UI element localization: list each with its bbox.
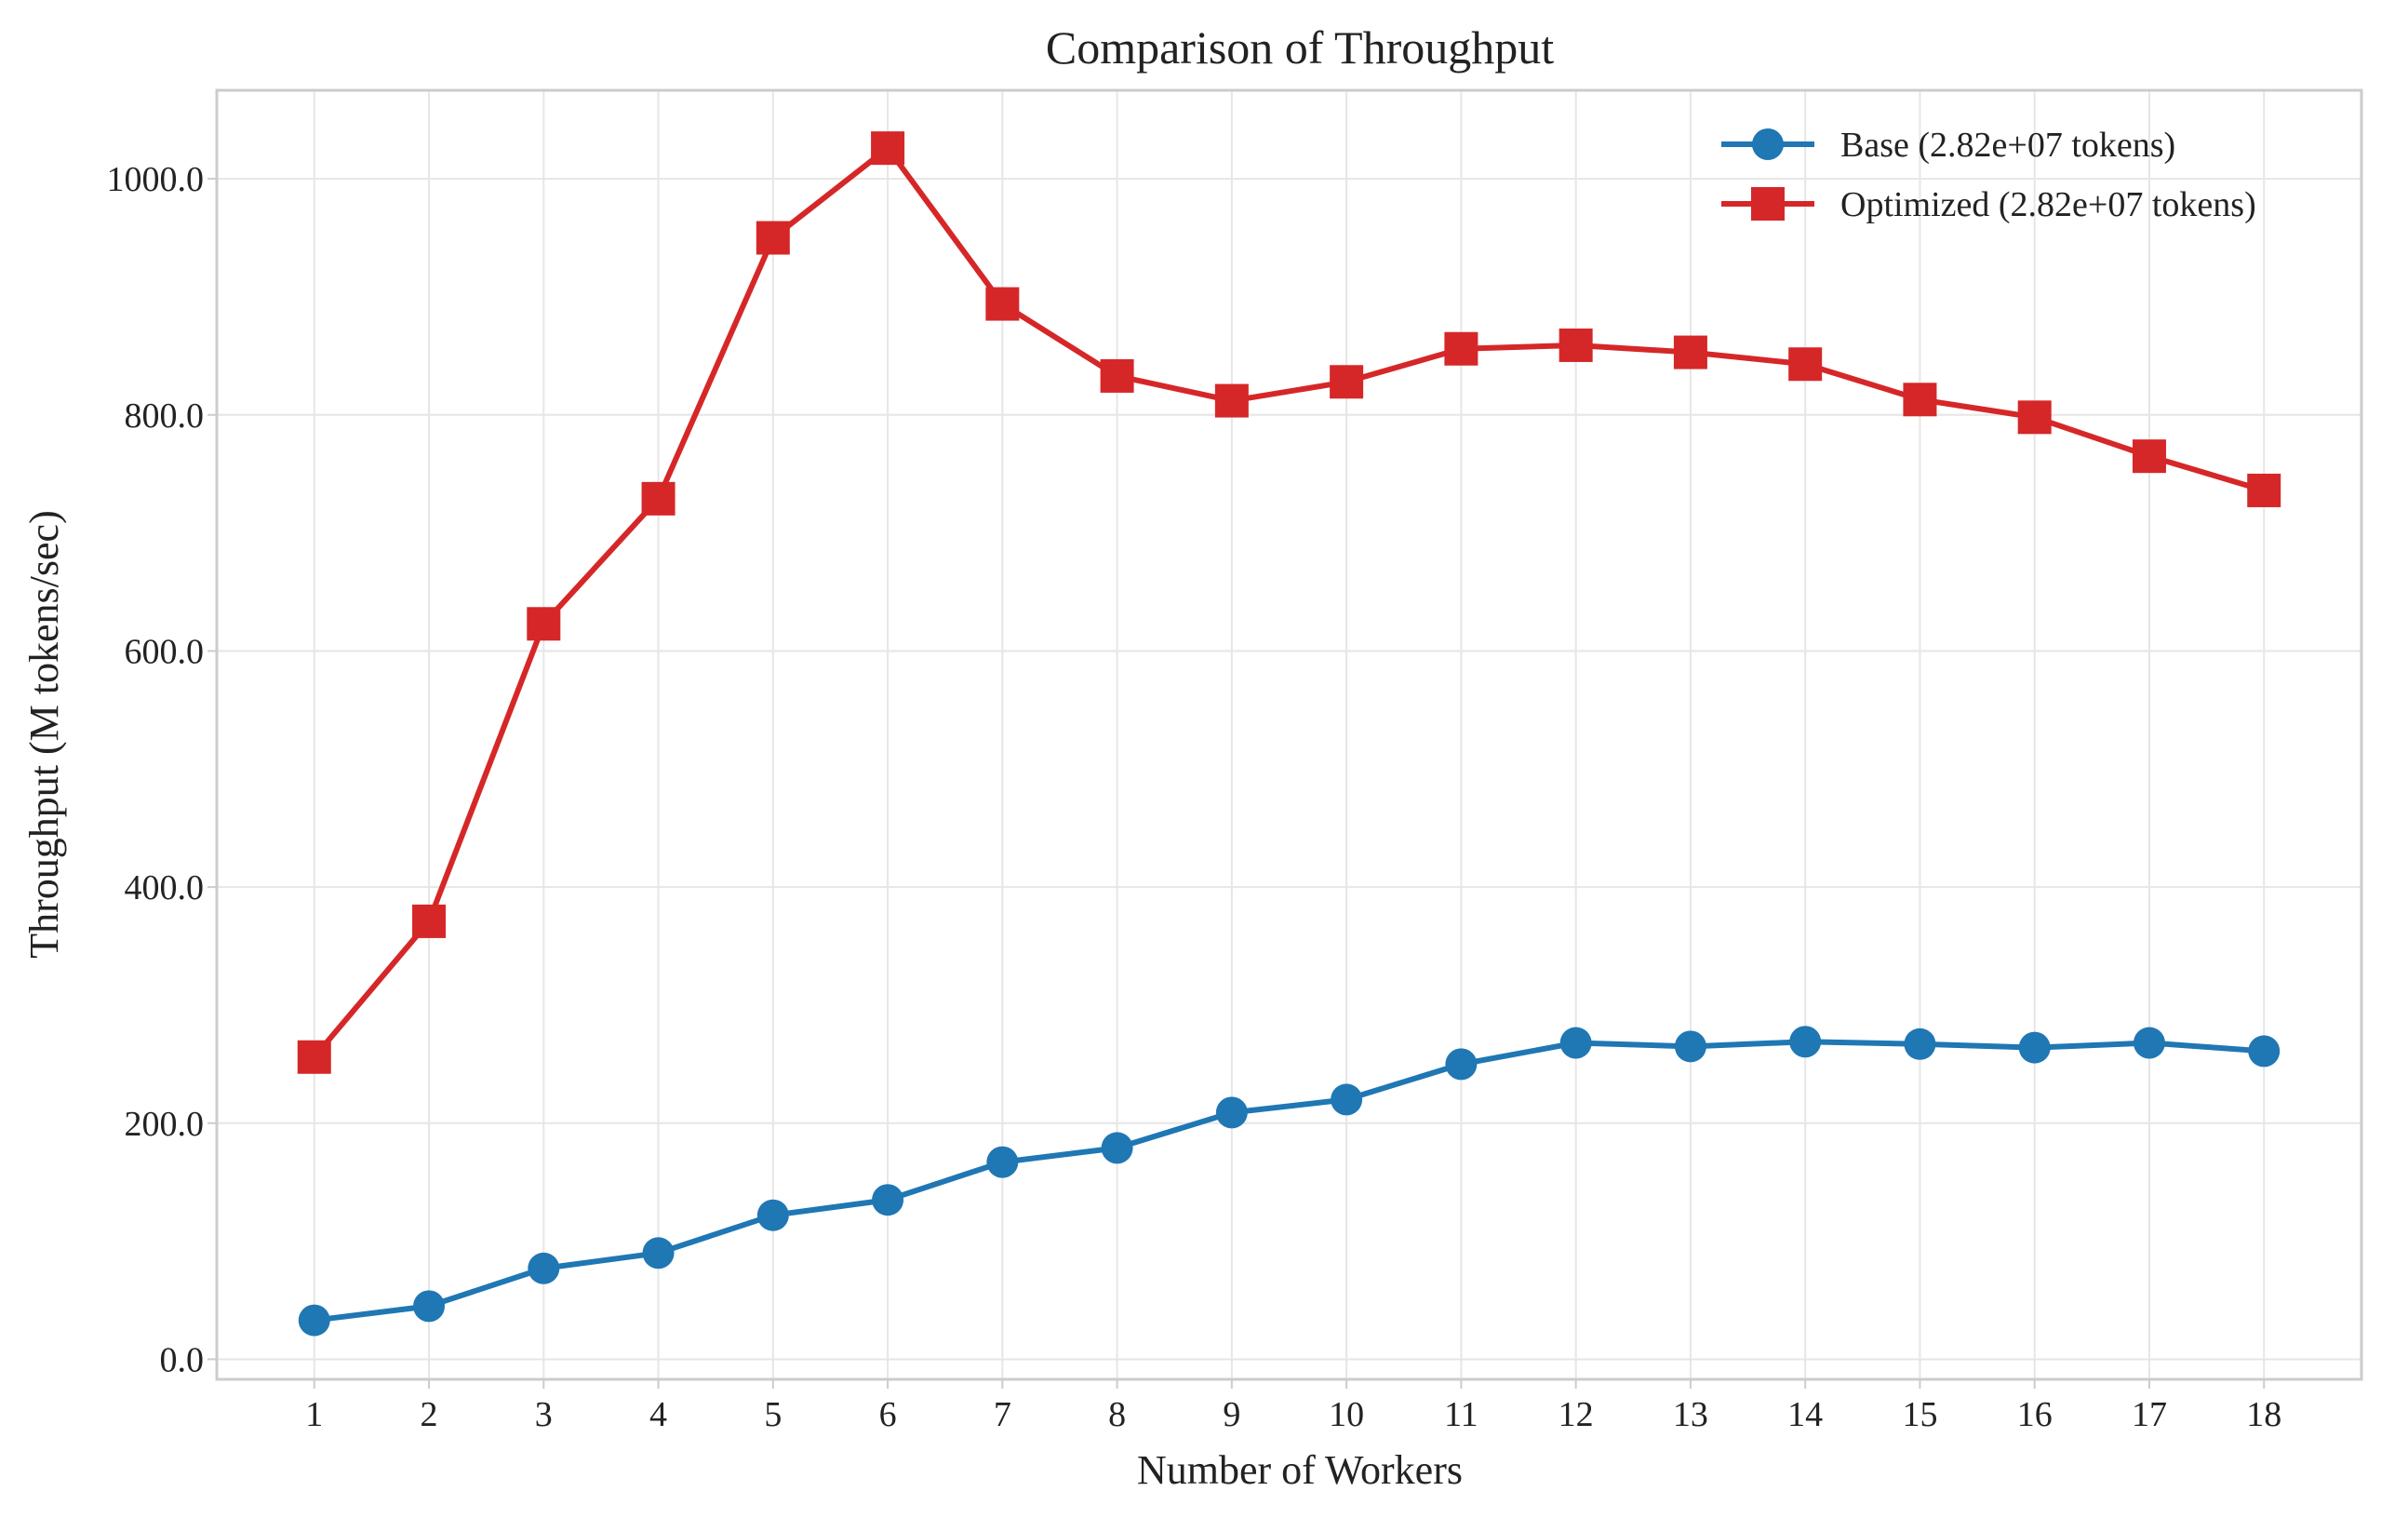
circle-marker [1445, 1048, 1478, 1081]
legend-marker [1752, 128, 1784, 160]
circle-marker [642, 1237, 675, 1269]
series-optimized [297, 131, 2281, 1074]
x-tick-label: 2 [421, 1395, 438, 1434]
circle-marker [1215, 1096, 1248, 1129]
square-marker [1673, 335, 1707, 369]
grid-lines [217, 90, 2361, 1379]
x-tick-label: 14 [1787, 1395, 1823, 1434]
square-marker [1559, 328, 1593, 362]
legend-label: Base (2.82e+07 tokens) [1840, 126, 2175, 165]
circle-marker [756, 1199, 789, 1231]
circle-marker [528, 1252, 560, 1284]
y-tick-label: 800.0 [125, 396, 205, 436]
square-marker [871, 131, 905, 166]
axis-ticks: 1 2 3 4 5 6 7 8 9 10 11 12 13 14 15 16 17 180.0200.0400.0… [107, 160, 2282, 1434]
legend-marker [1751, 187, 1785, 221]
series-line [312, 145, 2266, 1059]
square-marker [297, 1040, 331, 1074]
square-marker [641, 481, 676, 516]
y-axis-label: Throughput (M tokens/sec) [21, 510, 67, 958]
x-tick-label: 11 [1444, 1395, 1478, 1434]
x-tick-label: 10 [1329, 1395, 1364, 1434]
x-tick-label: 12 [1559, 1395, 1594, 1434]
circle-marker [413, 1290, 446, 1323]
y-tick-label: 0.0 [160, 1340, 205, 1379]
circle-marker [872, 1184, 904, 1216]
circle-marker [2018, 1031, 2051, 1064]
x-tick-label: 7 [994, 1395, 1011, 1434]
x-axis-label: Number of Workers [1137, 1447, 1463, 1493]
x-tick-label: 3 [535, 1395, 553, 1434]
circle-marker [1674, 1030, 1706, 1063]
y-tick-label: 1000.0 [107, 160, 205, 199]
square-marker [2132, 439, 2166, 474]
square-marker [1214, 383, 1249, 418]
square-marker [527, 607, 561, 641]
x-tick-label: 8 [1108, 1395, 1126, 1434]
circle-marker [1789, 1026, 1822, 1058]
x-tick-label: 15 [1902, 1395, 1937, 1434]
square-marker [1100, 358, 1134, 393]
circle-marker [1101, 1132, 1133, 1164]
y-tick-label: 200.0 [125, 1105, 205, 1144]
square-marker [985, 287, 1020, 321]
series-base [298, 1026, 2281, 1337]
legend-label: Optimized (2.82e+07 tokens) [1840, 185, 2256, 224]
square-marker [2247, 473, 2281, 507]
legend-item: Base (2.82e+07 tokens) [1721, 126, 2175, 165]
legend-item: Optimized (2.82e+07 tokens) [1721, 185, 2256, 224]
square-marker [412, 904, 447, 938]
square-marker [1444, 331, 1478, 366]
square-marker [1788, 347, 1823, 382]
legend: Base (2.82e+07 tokens) Optimized (2.82e+0… [1721, 126, 2256, 224]
x-tick-label: 6 [879, 1395, 897, 1434]
square-marker [756, 221, 790, 255]
series-line [314, 1039, 2265, 1323]
circle-marker [986, 1146, 1019, 1178]
y-tick-label: 400.0 [125, 868, 205, 907]
x-tick-label: 5 [764, 1395, 782, 1434]
x-tick-label: 1 [305, 1395, 323, 1434]
x-tick-label: 17 [2132, 1395, 2167, 1434]
x-tick-label: 4 [649, 1395, 667, 1434]
x-tick-label: 9 [1223, 1395, 1240, 1434]
circle-marker [298, 1304, 330, 1337]
square-marker [1903, 383, 1937, 417]
x-tick-label: 13 [1673, 1395, 1708, 1434]
circle-marker [1904, 1028, 1936, 1060]
square-marker [1330, 365, 1364, 399]
chart-title: Comparison of Throughput [1046, 21, 1554, 74]
plot-frame [215, 88, 2363, 1381]
x-tick-label: 18 [2246, 1395, 2281, 1434]
circle-marker [2133, 1027, 2165, 1059]
x-tick-label: 16 [2017, 1395, 2053, 1434]
circle-marker [1331, 1083, 1363, 1116]
circle-marker [2248, 1035, 2281, 1068]
data-series [297, 131, 2281, 1337]
circle-marker [1559, 1027, 1592, 1059]
y-tick-label: 600.0 [125, 632, 205, 671]
square-marker [2017, 400, 2052, 435]
